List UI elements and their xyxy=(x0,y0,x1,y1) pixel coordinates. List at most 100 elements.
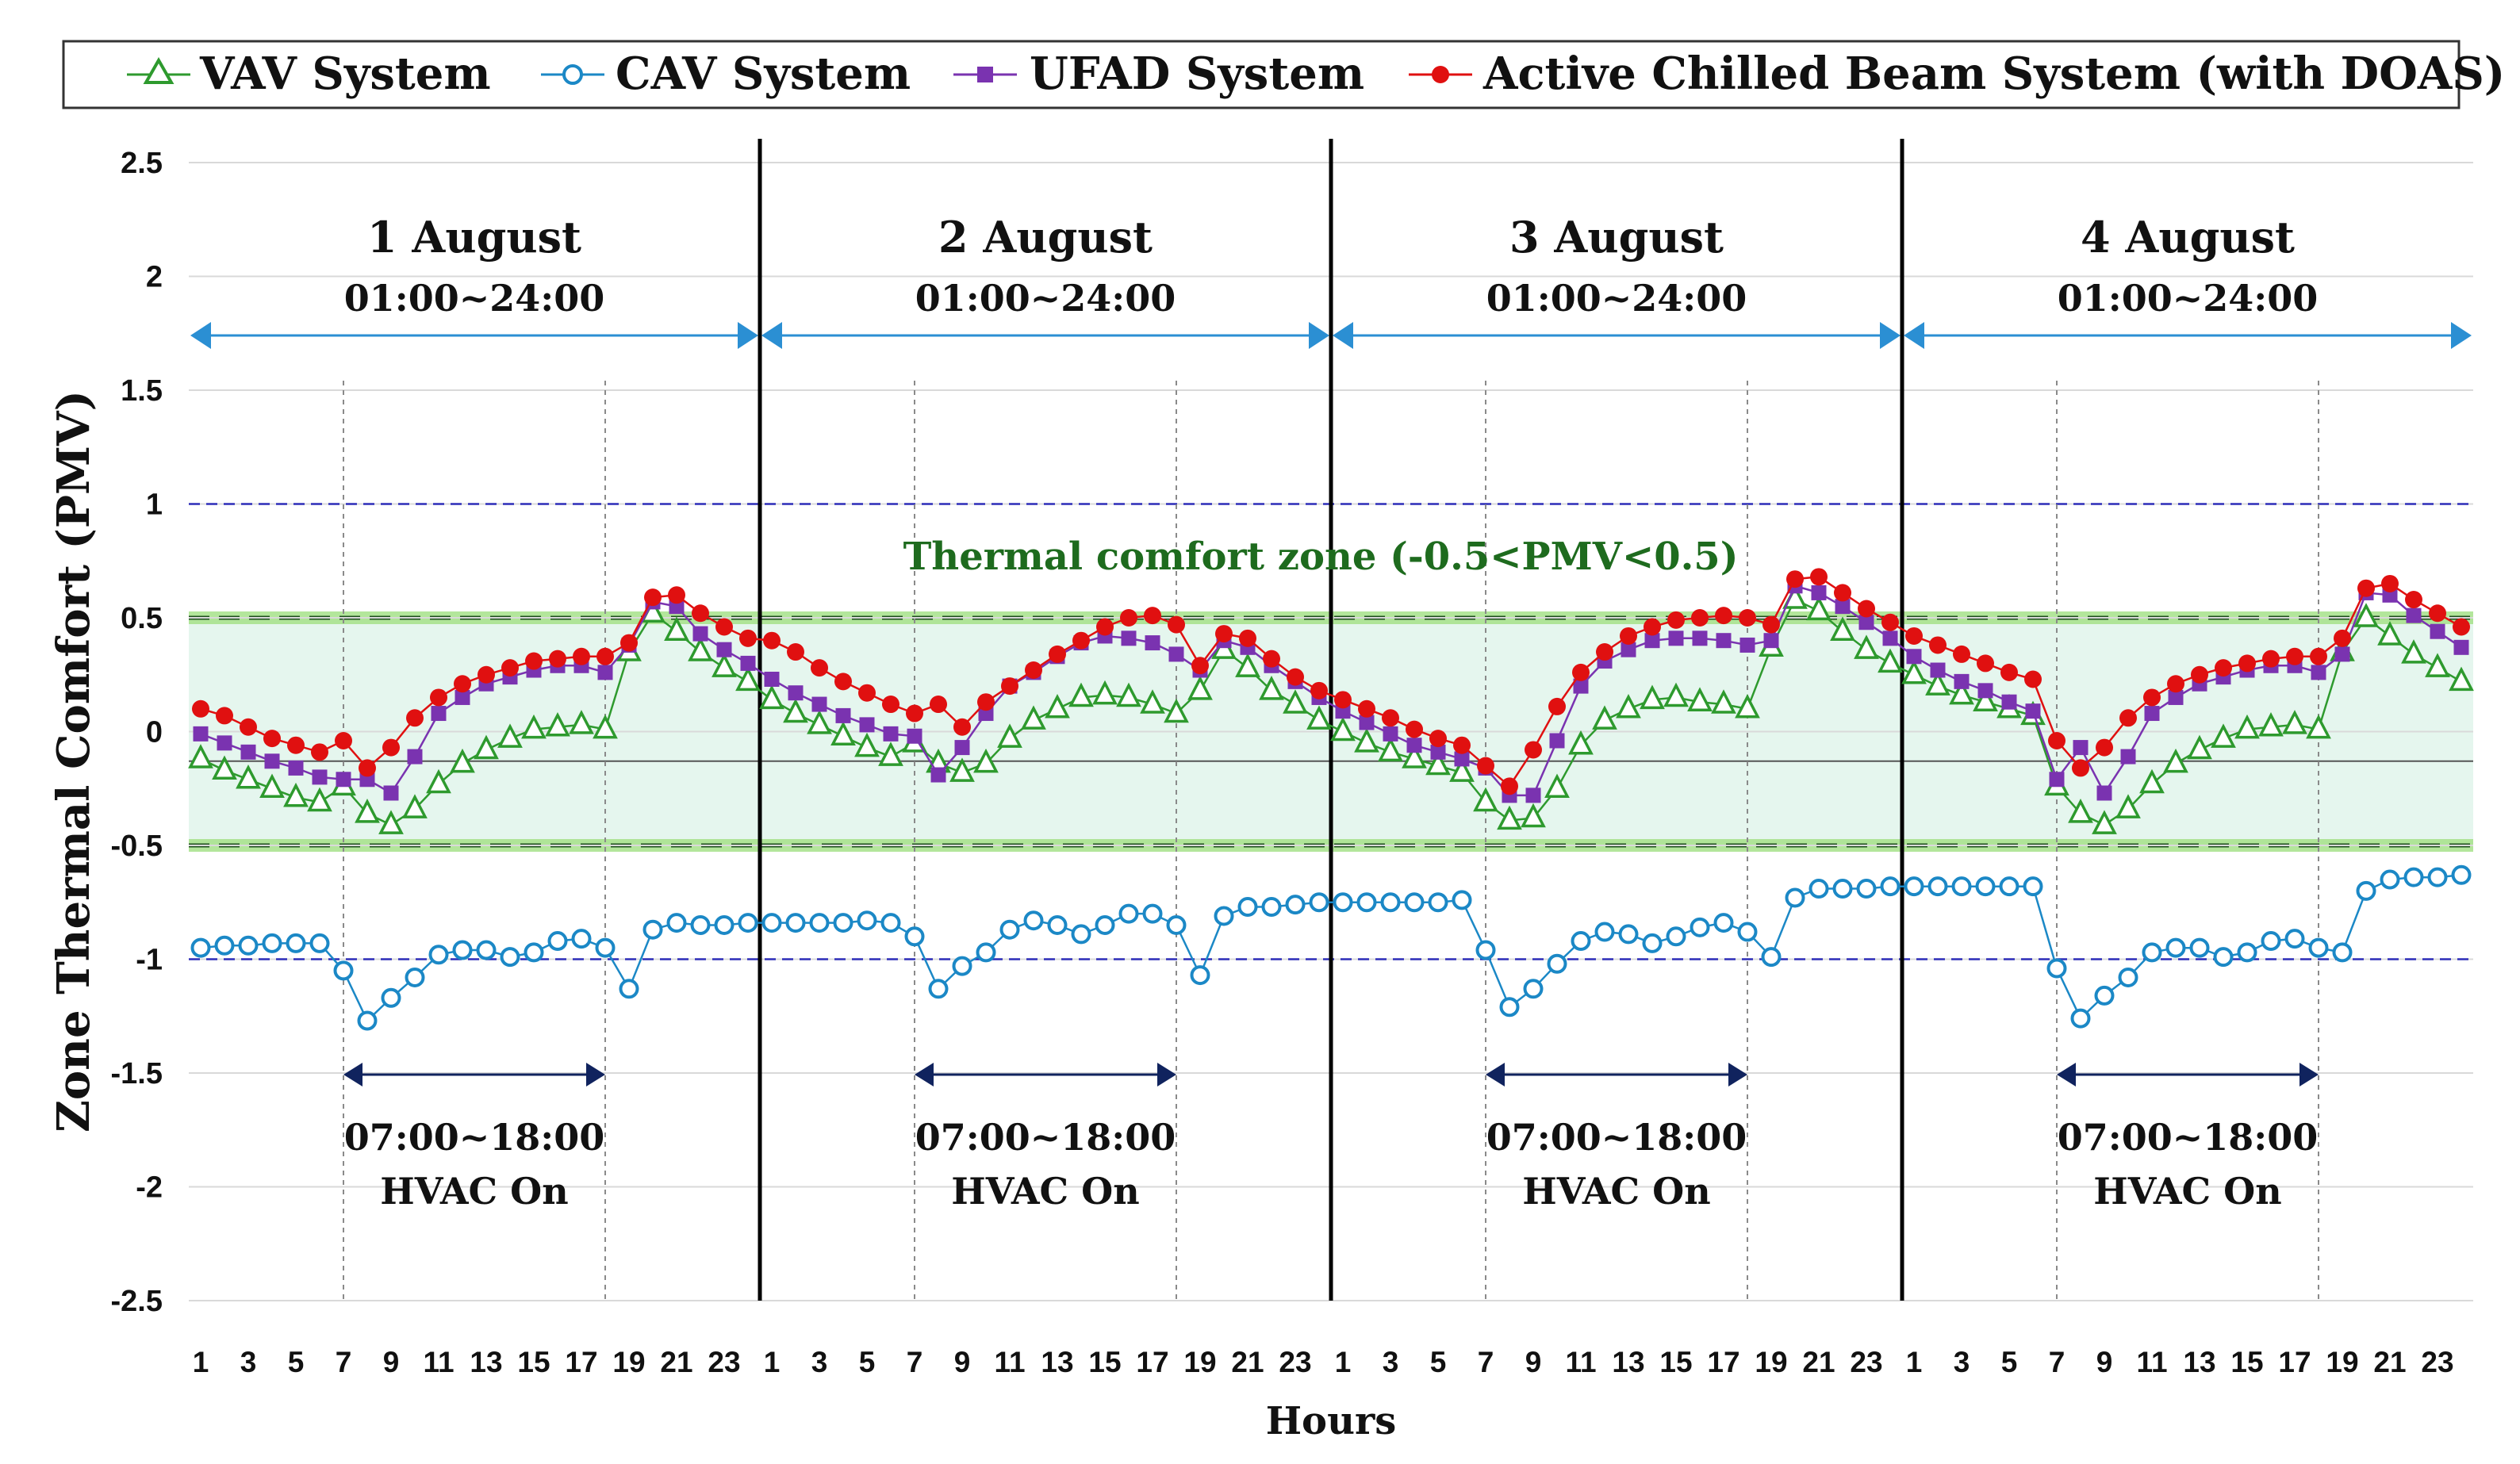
cav-point xyxy=(1356,892,1377,913)
cav-point xyxy=(1761,947,1782,968)
acb-point xyxy=(287,736,305,754)
ufad-point xyxy=(1763,633,1779,649)
cav-point xyxy=(880,913,901,933)
acb-point xyxy=(2096,738,2113,757)
cav-point xyxy=(238,935,259,956)
cav-point xyxy=(2451,864,2472,885)
acb-point xyxy=(1739,609,1756,627)
vav-point xyxy=(664,616,689,641)
ufad-point xyxy=(954,740,970,756)
x-tick-label: 3 xyxy=(240,1346,257,1378)
acb-point xyxy=(1120,609,1137,627)
vav-point xyxy=(569,710,594,734)
ufad-point xyxy=(240,744,256,760)
vav-point xyxy=(1568,730,1594,755)
cav-point xyxy=(190,937,211,958)
cav-point xyxy=(595,937,616,958)
vav-point xyxy=(378,810,404,834)
acb-point xyxy=(1644,618,1661,636)
vav-point xyxy=(545,711,570,737)
cav-point xyxy=(1690,917,1710,937)
y-tick-label: 0 xyxy=(146,716,163,749)
ufad-point xyxy=(2049,772,2065,788)
acb-point xyxy=(359,759,376,777)
acb-point xyxy=(1025,661,1042,680)
cav-point xyxy=(1808,879,1829,899)
acb-point xyxy=(501,659,519,677)
cav-point xyxy=(690,914,711,935)
ufad-point xyxy=(336,772,351,788)
vav-point xyxy=(1187,676,1213,700)
cav-point xyxy=(1975,876,1996,897)
ufad-point xyxy=(835,707,851,723)
ufad-point xyxy=(1121,630,1137,646)
acb-point xyxy=(906,704,923,722)
hvac-on-label: HVAC On xyxy=(2093,1170,2281,1213)
acb-point xyxy=(1596,643,1613,661)
acb-point xyxy=(240,718,257,736)
ufad-point xyxy=(1835,599,1851,615)
acb-point xyxy=(1810,568,1828,586)
x-tick-label: 23 xyxy=(708,1346,740,1378)
vav-point xyxy=(1140,689,1165,714)
vav-point xyxy=(1901,659,1927,684)
cav-point xyxy=(476,940,497,960)
x-tick-label: 9 xyxy=(383,1346,400,1378)
vav-point xyxy=(1640,684,1665,710)
cav-point xyxy=(1999,876,2019,897)
x-tick-label: 17 xyxy=(2278,1346,2311,1378)
ufad-point xyxy=(2120,749,2136,765)
cav-point xyxy=(1118,903,1139,924)
cav-point xyxy=(738,913,758,933)
acb-point xyxy=(454,675,471,693)
hvac-on-label: HVAC On xyxy=(380,1170,568,1213)
vav-point xyxy=(1854,634,1879,659)
cav-point xyxy=(761,913,782,933)
cav-point xyxy=(1023,910,1044,931)
cav-point xyxy=(1214,906,1234,926)
ufad-point xyxy=(383,785,399,801)
cav-point xyxy=(2046,958,2067,979)
x-tick-label: 1 xyxy=(764,1346,781,1378)
cav-point xyxy=(1285,895,1306,915)
x-tick-label: 15 xyxy=(517,1346,550,1378)
legend: VAV System CAV System UFAD System Active… xyxy=(62,40,2505,109)
acb-point xyxy=(1620,627,1637,645)
vav-point xyxy=(426,768,451,794)
acb-point xyxy=(2167,675,2184,693)
cav-point xyxy=(1856,879,1877,899)
legend-cav-circle-icon xyxy=(562,64,583,85)
x-tick-label: 21 xyxy=(660,1346,692,1378)
vav-point xyxy=(1497,805,1522,830)
vav-point xyxy=(1449,757,1475,782)
cav-point xyxy=(1951,876,1972,897)
acb-point xyxy=(1215,625,1233,643)
ufad-point xyxy=(1906,649,1922,665)
acb-point xyxy=(1858,600,1875,618)
ufad-point xyxy=(1930,662,1946,678)
cav-point xyxy=(262,933,282,953)
day-range-label: 01:00~24:00 xyxy=(915,277,1176,320)
acb-point xyxy=(1406,720,1423,738)
cav-point xyxy=(976,942,996,963)
x-tick-label: 3 xyxy=(1383,1346,1399,1378)
cav-point xyxy=(1499,997,1520,1018)
cav-point xyxy=(357,1010,378,1031)
cav-point xyxy=(2332,942,2353,963)
cav-point xyxy=(952,956,972,976)
cav-point xyxy=(2237,942,2257,963)
ufad-point xyxy=(907,728,922,744)
vav-point xyxy=(712,653,737,677)
y-tick-label: 2 xyxy=(146,261,163,294)
acb-point xyxy=(930,696,947,714)
x-tick-label: 5 xyxy=(1430,1346,1447,1378)
x-tick-label: 13 xyxy=(2183,1346,2215,1378)
ufad-point xyxy=(2144,706,2160,722)
vav-point xyxy=(2449,666,2474,692)
cav-point xyxy=(1713,913,1734,933)
vav-point xyxy=(497,723,523,748)
arrow-right-icon xyxy=(2451,322,2472,349)
vav-point xyxy=(2092,810,2117,834)
cav-point xyxy=(405,967,425,987)
vav-point xyxy=(2306,714,2331,739)
